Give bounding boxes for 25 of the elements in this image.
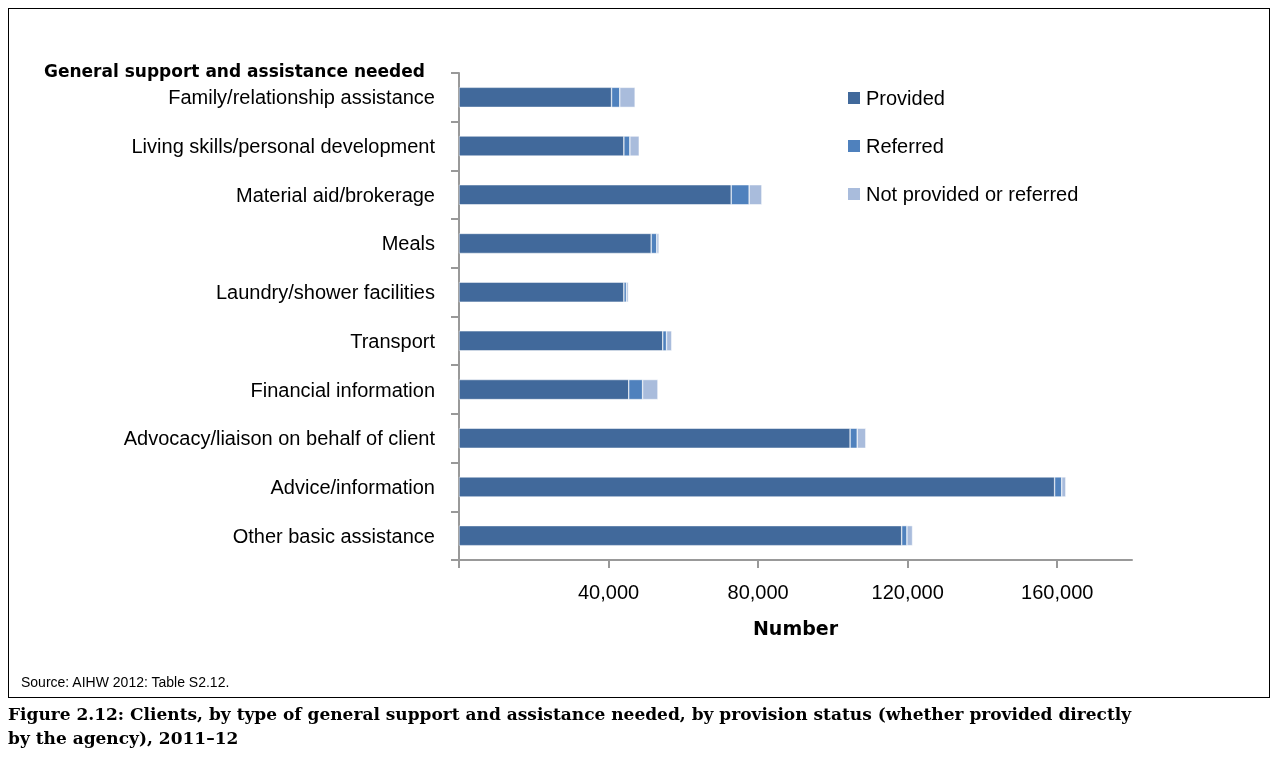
bar	[459, 282, 624, 303]
y-tick-label: Financial information	[250, 378, 435, 401]
x-tick-label: 80,000	[727, 581, 789, 603]
y-tick-label: Laundry/shower facilities	[216, 281, 435, 304]
y-tick-label: Material aid/brokerage	[236, 183, 435, 206]
bar	[459, 330, 663, 351]
y-tick-label: Advocacy/liaison on behalf of client	[123, 427, 436, 450]
y-tick-label: Living skills/personal development	[131, 135, 436, 158]
x-tick-label: 120,000	[871, 581, 944, 603]
y-tick-label: Meals	[381, 232, 435, 255]
x-tick-label: 40,000	[577, 581, 640, 603]
y-tick-label: Other basic assistance	[232, 524, 435, 547]
text: General support and assistance needed	[44, 60, 425, 81]
y-tick-label: Advice/information	[270, 475, 435, 498]
legend-label: Provided	[866, 87, 945, 109]
bar	[666, 330, 672, 351]
bar	[459, 233, 652, 254]
x-tick-label: 160,000	[1021, 581, 1094, 603]
source-note: Source: AIHW 2012: Table S2.12.	[21, 674, 230, 690]
legend-label: Not provided or referred	[866, 183, 1079, 205]
x-axis-title: Number	[752, 616, 839, 639]
y-tick-label: Family/relationship assistance	[168, 86, 435, 109]
caption: Figure 2.12: Clients, by type of general support and assistance needed, by provision status (whether provided directly by the agency), 2011–12	[8, 703, 1133, 750]
y-tick-label: Transport	[350, 329, 436, 352]
legend-label: Referred	[866, 135, 944, 157]
